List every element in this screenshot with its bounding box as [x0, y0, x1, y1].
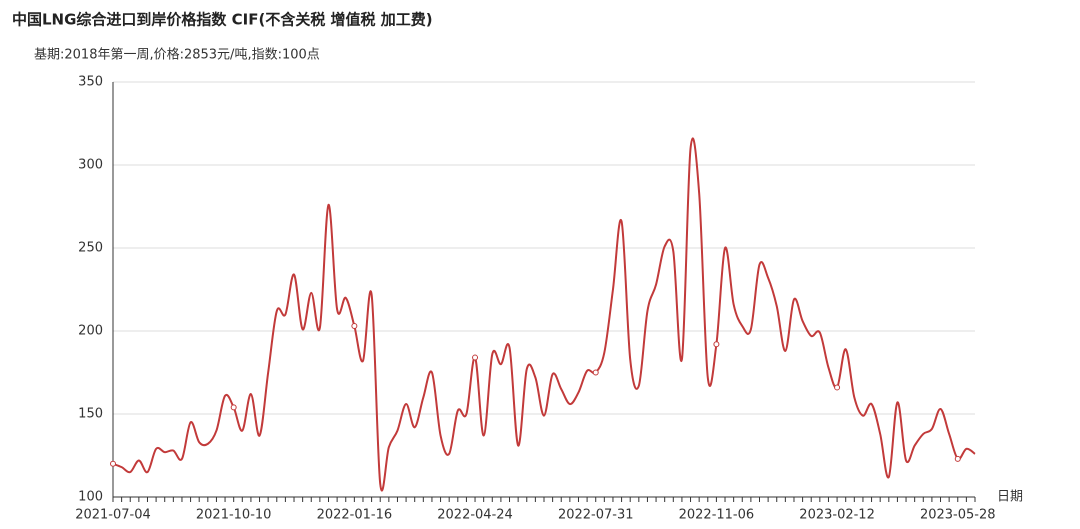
y-tick-label: 300	[78, 158, 103, 173]
point	[472, 354, 479, 361]
y-tick-label: 350	[78, 75, 103, 90]
x-tick-label: 2021-07-04	[75, 508, 151, 523]
line	[112, 137, 976, 492]
chart-title: 中国LNG综合进口到岸价格指数 CIF(不含关税 增值税 加工费)	[12, 11, 433, 29]
point	[834, 384, 841, 391]
x-tick-label: 2022-07-31	[558, 508, 634, 523]
y-tick-label: 200	[78, 324, 103, 339]
x-axis-label: 日期	[997, 490, 1023, 505]
point	[351, 323, 358, 330]
point	[592, 369, 599, 376]
x-tick-label: 2022-11-06	[679, 508, 755, 523]
x-tick-label: 2022-01-16	[317, 508, 393, 523]
point	[713, 341, 720, 348]
y-tick-label: 100	[78, 490, 103, 505]
y-tick-label: 150	[78, 407, 103, 422]
y-tick-label: 250	[78, 241, 103, 256]
x-tick-label: 2021-10-10	[196, 508, 272, 523]
x-tick-label: 2023-02-12	[799, 508, 875, 523]
point	[954, 455, 961, 462]
chart-subtitle: 基期:2018年第一周,价格:2853元/吨,指数:100点	[34, 47, 320, 63]
x-tick-label: 2022-04-24	[437, 508, 513, 523]
point	[110, 460, 116, 467]
x-tick-label: 2023-05-28	[920, 508, 996, 523]
point	[230, 404, 237, 411]
